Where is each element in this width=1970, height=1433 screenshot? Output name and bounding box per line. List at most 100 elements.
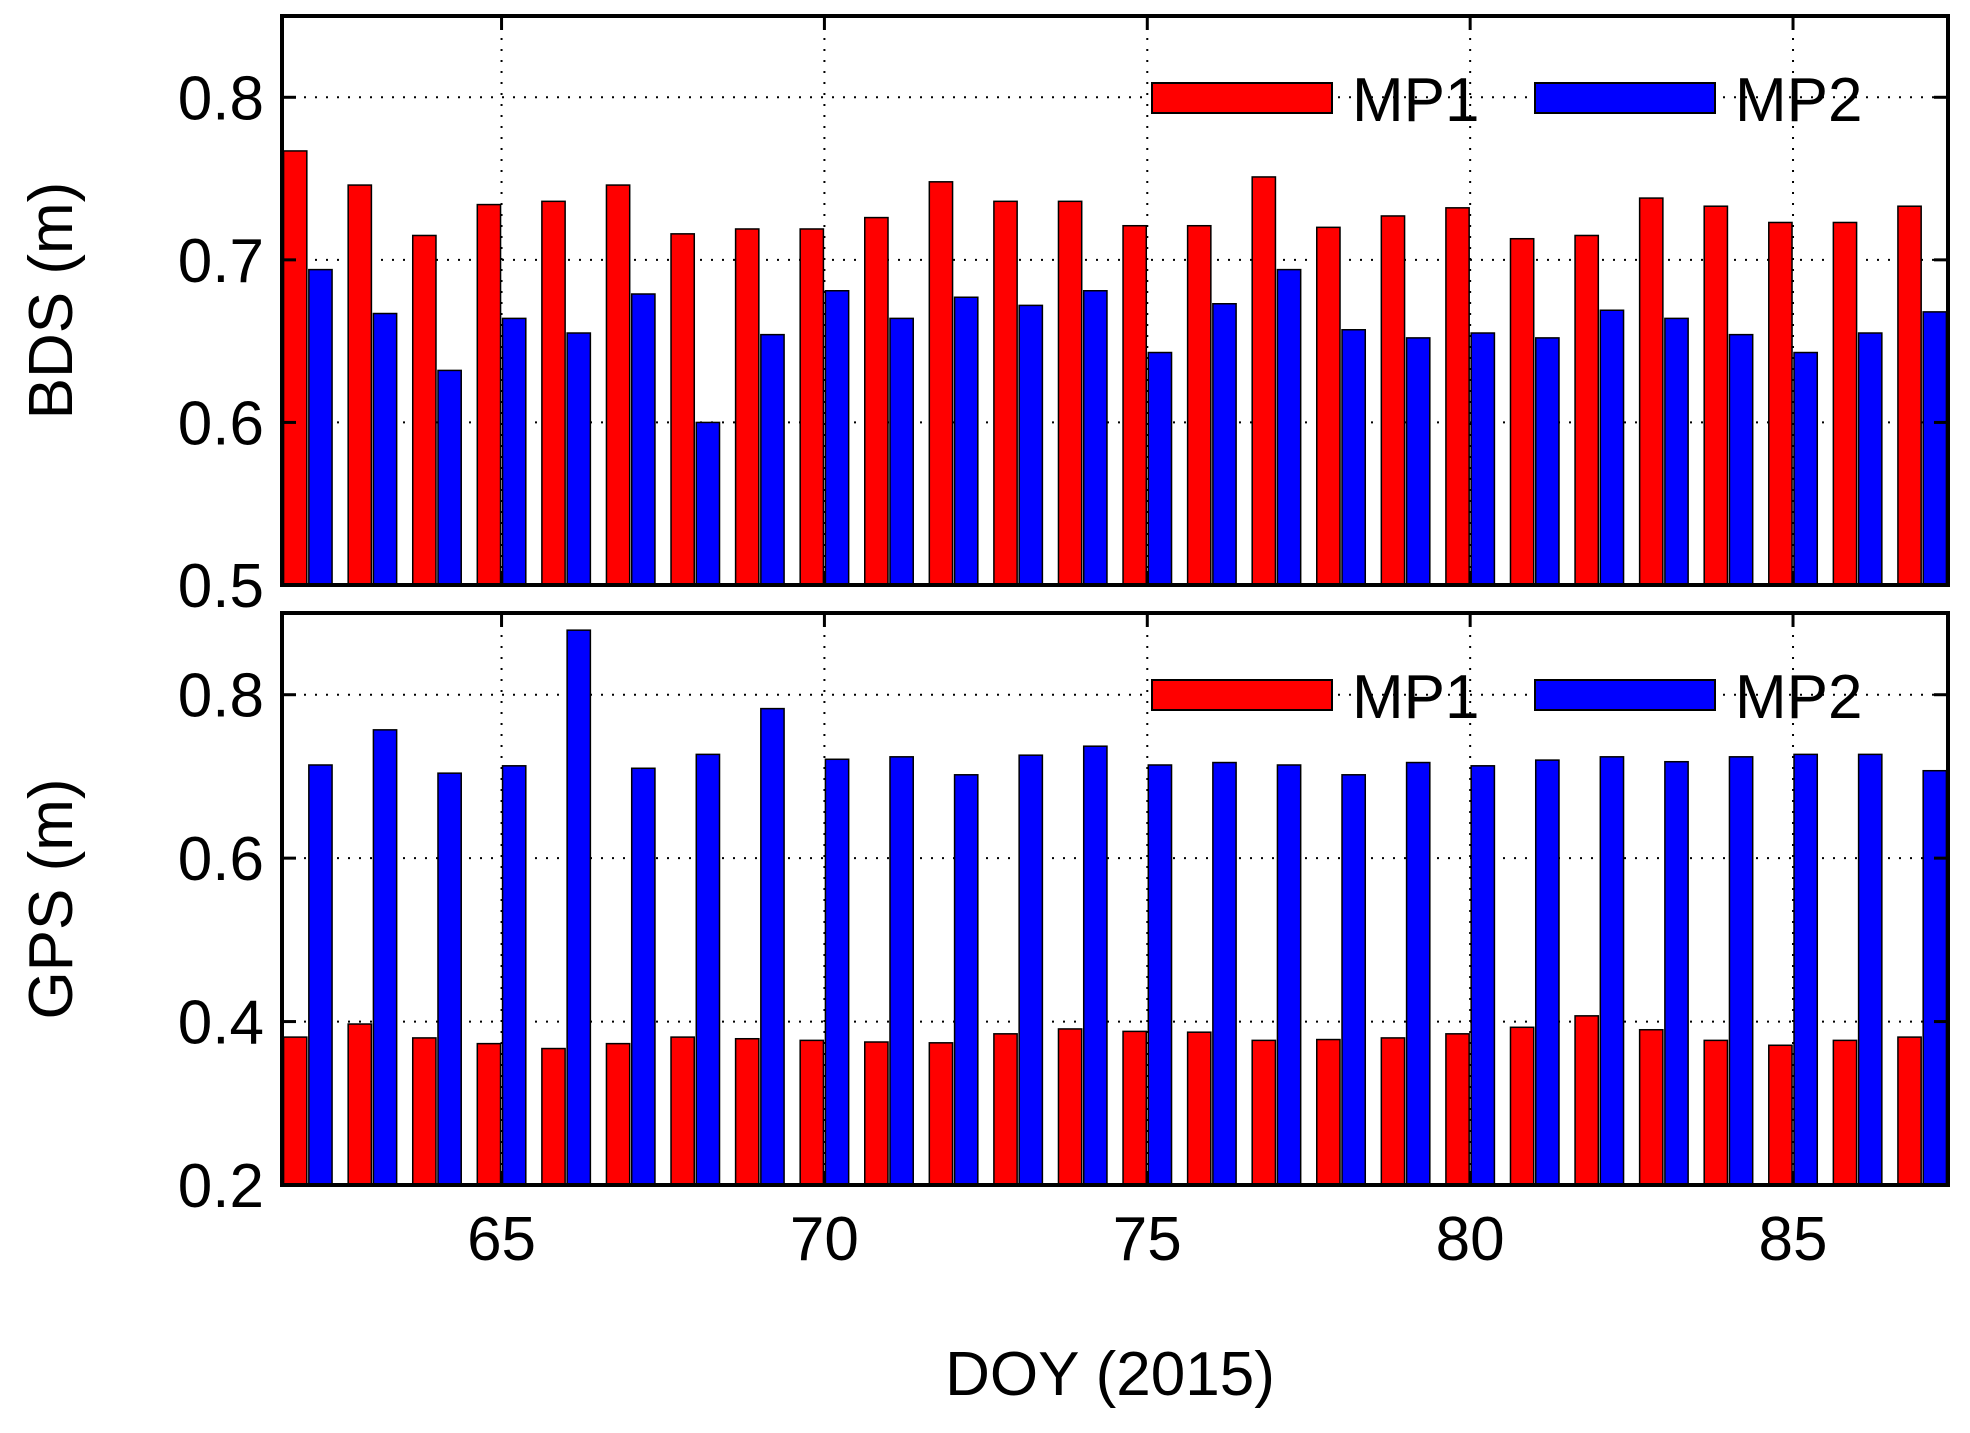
- mp2-bar: MP2 84: 0.654: [1728, 333, 1754, 586]
- mp1-bar: MP1 85: 0.371: [1768, 1044, 1793, 1186]
- y-ticks: 0.2 0.4 0.6 0.8: [178, 662, 1948, 1221]
- grid-lines: [282, 16, 1948, 585]
- legend: MP1 MP2: [1151, 66, 1862, 135]
- y-tick-label: 0.8: [178, 662, 264, 731]
- mp1-bar: MP1 78: 0.72: [1316, 226, 1341, 586]
- mp2-bar: MP2 65: 0.713: [501, 765, 527, 1186]
- y-tick-label: 0.7: [178, 227, 264, 296]
- mp1-legend-label: MP1: [1352, 66, 1479, 135]
- mp1-bar: MP1 67: 0.373: [605, 1042, 631, 1186]
- mp1-bar: MP1 85: 0.723: [1768, 221, 1793, 586]
- mp2-bar: MP2 72: 0.677: [953, 296, 979, 586]
- mp2-bar: MP2 71: 0.724: [889, 756, 914, 1186]
- mp1-bar: MP1 81: 0.713: [1509, 237, 1535, 586]
- mp1-bar: MP1 77: 0.377: [1251, 1039, 1277, 1186]
- axes-frame: [280, 611, 1950, 1187]
- mp1-bar: MP1 82: 0.715: [1574, 234, 1600, 586]
- bars: MP1 62: 0.381MP2 62: 0.714MP1 63: 0.397M…: [282, 629, 1948, 1186]
- y-tick-label: 0.6: [178, 825, 264, 894]
- y-tick-label: 0.5: [178, 552, 264, 621]
- mp2-bar: MP2 75: 0.714: [1147, 764, 1173, 1186]
- mp2-bar: MP2 79: 0.717: [1405, 761, 1431, 1186]
- mp1-bar: MP1 83: 0.39: [1638, 1028, 1664, 1186]
- grid-lines: [282, 613, 1948, 1185]
- mp2-bar: MP2 86: 0.727: [1857, 753, 1883, 1186]
- mp2-bar: MP2 80: 0.713: [1470, 765, 1496, 1186]
- mp2-bar: MP2 71: 0.664: [889, 317, 914, 586]
- mp2-bar: MP2 87: 0.668: [1922, 311, 1948, 586]
- mp2-bar: MP2 63: 0.757: [372, 729, 398, 1186]
- mp1-bar: MP1 82: 0.407: [1574, 1015, 1600, 1186]
- mp1-legend-swatch: [1151, 82, 1333, 114]
- gps-panel: MP1 62: 0.381MP2 62: 0.714MP1 63: 0.397M…: [17, 611, 1950, 1274]
- y-tick-label: 0.4: [178, 989, 264, 1058]
- mp2-bar: MP2 78: 0.702: [1341, 774, 1367, 1186]
- mp1-bar: MP1 64: 0.38: [411, 1037, 437, 1186]
- mp2-bar: MP2 83: 0.664: [1664, 317, 1689, 586]
- mp2-bar: MP2 62: 0.714: [308, 764, 333, 1186]
- mp2-bar: MP2 83: 0.718: [1664, 760, 1689, 1186]
- mp2-bar: MP2 70: 0.721: [824, 758, 850, 1186]
- mp2-bar: MP2 79: 0.652: [1405, 337, 1431, 586]
- y-axis-label: GPS (m): [17, 778, 86, 1019]
- mp1-bar: MP1 86: 0.377: [1832, 1039, 1858, 1186]
- x-ticks: 65 70 75 80 85: [467, 613, 1828, 1274]
- mp1-bar: MP1 77: 0.751: [1251, 176, 1277, 586]
- mp2-bar: MP2 64: 0.632: [437, 369, 462, 586]
- mp1-bar: MP1 68: 0.381: [670, 1036, 696, 1186]
- axes-frame: [280, 14, 1950, 587]
- mp1-bar: MP1 81: 0.393: [1509, 1026, 1535, 1186]
- mp1-bar: MP1 66: 0.367: [541, 1047, 566, 1186]
- x-tick-label: 85: [1759, 1205, 1828, 1274]
- mp2-bar: MP2 76: 0.717: [1212, 761, 1237, 1186]
- mp1-legend-label: MP1: [1352, 663, 1479, 732]
- mp1-bar: MP1 74: 0.391: [1057, 1028, 1083, 1186]
- mp1-bar: MP1 73: 0.736: [993, 200, 1018, 586]
- mp2-bar: MP2 62: 0.694: [308, 268, 333, 586]
- mp1-bar: MP1 70: 0.719: [799, 228, 825, 586]
- mp1-bar: MP1 69: 0.379: [734, 1037, 760, 1186]
- mp2-bar: MP2 66: 0.655: [566, 332, 592, 586]
- mp1-bar: MP1 80: 0.385: [1445, 1033, 1470, 1186]
- y-axis-label: BDS (m): [17, 182, 86, 420]
- mp1-bar: MP1 76: 0.721: [1186, 224, 1212, 586]
- mp1-bar: MP1 72: 0.748: [928, 181, 954, 586]
- mp2-bar: MP2 72: 0.702: [953, 774, 979, 1186]
- mp2-bar: MP2 85: 0.643: [1793, 351, 1819, 586]
- x-axis-label: DOY (2015): [945, 1340, 1275, 1409]
- x-tick-label: 80: [1436, 1205, 1505, 1274]
- mp1-bar: MP1 84: 0.377: [1703, 1039, 1729, 1186]
- mp2-bar: MP2 87: 0.707: [1922, 769, 1948, 1186]
- mp2-bar: MP2 66: 0.879: [566, 629, 592, 1186]
- legend: MP1 MP2: [1151, 663, 1862, 732]
- bars: MP1 62: 0.767MP2 62: 0.694MP1 63: 0.746M…: [282, 150, 1948, 586]
- mp2-bar: MP2 80: 0.655: [1470, 332, 1496, 586]
- mp2-legend-label: MP2: [1735, 66, 1862, 135]
- mp2-bar: MP2 84: 0.724: [1728, 756, 1754, 1186]
- mp2-bar: MP2 65: 0.664: [501, 317, 527, 586]
- mp1-bar: MP1 73: 0.385: [993, 1033, 1018, 1186]
- x-ticks: [500, 16, 1795, 585]
- mp2-bar: MP2 75: 0.643: [1147, 351, 1173, 586]
- mp1-bar: MP1 69: 0.719: [734, 228, 760, 586]
- mp2-bar: MP2 86: 0.655: [1857, 332, 1883, 586]
- mp2-bar: MP2 67: 0.71: [630, 767, 656, 1186]
- mp2-legend-label: MP2: [1735, 663, 1862, 732]
- mp1-bar: MP1 65: 0.734: [476, 203, 502, 586]
- mp1-bar: MP1 63: 0.397: [347, 1023, 373, 1186]
- mp2-bar: MP2 82: 0.724: [1599, 756, 1625, 1186]
- mp1-bar: MP1 79: 0.38: [1380, 1037, 1406, 1186]
- mp2-bar: MP2 82: 0.669: [1599, 309, 1625, 586]
- mp2-bar: MP2 73: 0.726: [1018, 754, 1044, 1186]
- mp2-bar: MP2 81: 0.72: [1534, 759, 1560, 1186]
- mp2-bar: MP2 68: 0.727: [695, 753, 721, 1186]
- mp1-bar: MP1 64: 0.715: [411, 234, 437, 586]
- mp2-bar: MP2 68: 0.6: [695, 421, 721, 586]
- mp1-bar: MP1 68: 0.716: [670, 233, 696, 586]
- mp2-bar: MP2 81: 0.652: [1534, 337, 1560, 586]
- mp2-bar: MP2 78: 0.657: [1341, 329, 1367, 586]
- mp1-bar: MP1 75: 0.388: [1122, 1030, 1148, 1186]
- mp2-bar: MP2 67: 0.679: [630, 293, 656, 586]
- mp2-bar: MP2 77: 0.714: [1276, 764, 1302, 1186]
